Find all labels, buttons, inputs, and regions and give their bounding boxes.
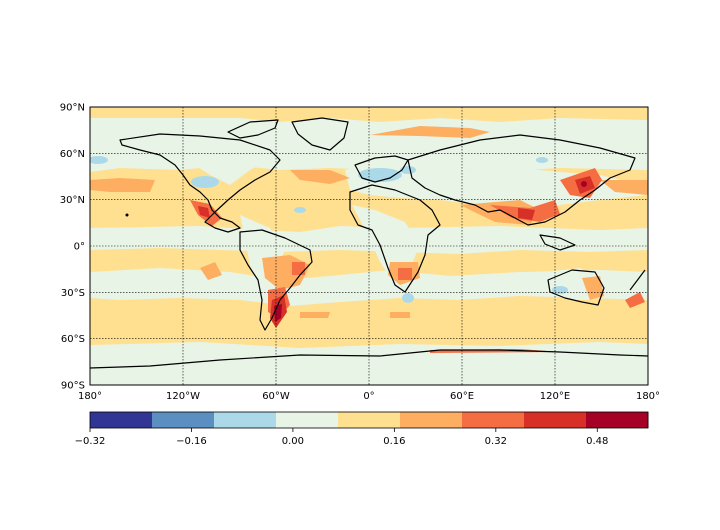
longitude-tick-labels: 180° 120°W 60°W 0° 60°E 120°E 180° xyxy=(78,391,660,402)
lat-tick-label: 60°N xyxy=(60,149,85,160)
lon-tick-label: 180° xyxy=(78,391,102,402)
lat-tick-label: 30°S xyxy=(61,288,85,299)
colorbar-swatches xyxy=(90,412,649,428)
field-moderate-positive-regions xyxy=(90,126,648,318)
colorbar-tick-label: 0.32 xyxy=(485,436,507,447)
colorbar-tick-label: 0.48 xyxy=(586,436,608,447)
colorbar-swatch-8 xyxy=(586,412,649,428)
colorbar-swatch-2 xyxy=(214,412,277,428)
colorbar-tick-label: −0.16 xyxy=(176,436,207,447)
colorbar-swatch-0 xyxy=(90,412,153,428)
lon-tick-label: 0° xyxy=(363,391,374,402)
lon-tick-label: 60°E xyxy=(450,391,474,402)
lat-tick-label: 90°S xyxy=(61,381,85,392)
colorbar-swatch-1 xyxy=(152,412,215,428)
lat-tick-label: 60°S xyxy=(61,334,85,345)
colorbar: −0.32 −0.16 0.00 0.16 0.32 0.48 xyxy=(75,411,649,447)
colorbar-swatch-5 xyxy=(400,412,463,428)
colorbar-frame xyxy=(89,411,649,429)
gridlines xyxy=(90,107,648,385)
map-frame xyxy=(89,106,649,386)
colorbar-tick-label: −0.32 xyxy=(75,436,106,447)
lat-tick-label: 30°N xyxy=(60,195,85,206)
lon-tick-label: 60°W xyxy=(262,391,290,402)
coastlines xyxy=(90,117,648,369)
colorbar-tick-label: 0.00 xyxy=(282,436,304,447)
colorbar-swatch-7 xyxy=(524,412,587,428)
world-map: 90°N 60°N 30°N 0° 30°S 60°S 90°S 180° 120°W 60°W… xyxy=(60,103,660,403)
colorbar-swatch-4 xyxy=(338,412,401,428)
lon-tick-label: 120°W xyxy=(166,391,200,402)
colorbar-swatch-6 xyxy=(462,412,525,428)
colorbar-swatch-3 xyxy=(276,412,339,428)
lat-tick-label: 90°N xyxy=(60,103,85,114)
colorbar-ticks: −0.32 −0.16 0.00 0.16 0.32 0.48 xyxy=(75,428,608,447)
lon-tick-label: 120°E xyxy=(540,391,570,402)
latitude-tick-labels: 90°N 60°N 30°N 0° 30°S 60°S 90°S xyxy=(60,103,85,392)
lon-tick-label: 180° xyxy=(636,391,660,402)
colorbar-tick-label: 0.16 xyxy=(383,436,405,447)
lat-tick-label: 0° xyxy=(74,242,85,253)
